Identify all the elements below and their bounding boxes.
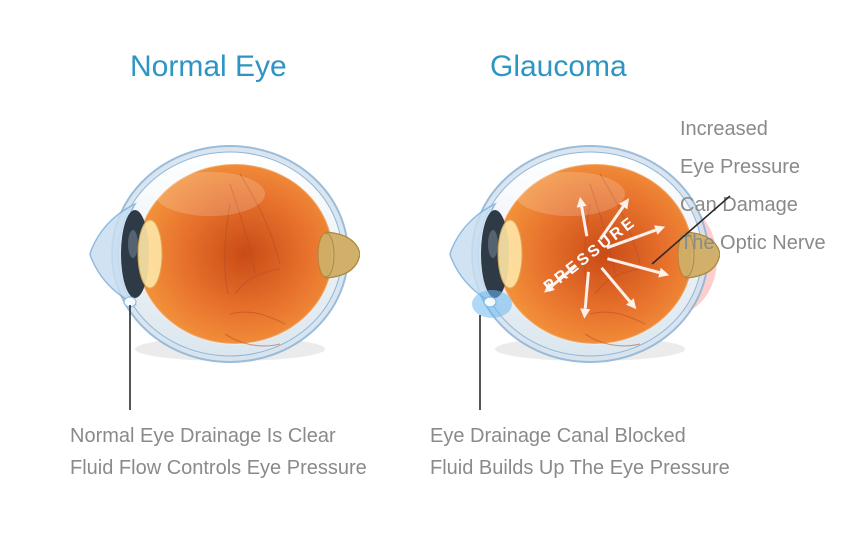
normal-eye-title: Normal Eye: [70, 50, 450, 84]
normal-caption-2: Fluid Flow Controls Eye Pressure: [70, 452, 410, 484]
side-line-1: Increased: [680, 110, 840, 148]
glaucoma-caption-1: Eye Drainage Canal Blocked: [430, 420, 770, 452]
side-line-2: Eye Pressure: [680, 148, 840, 186]
normal-eye-illustration: [80, 104, 360, 364]
normal-eye-panel: Normal Eye: [70, 50, 450, 364]
glaucoma-eye-title: Glaucoma: [430, 50, 810, 84]
glaucoma-eye-illustration: PRESSURE: [440, 104, 720, 364]
side-line-4: The Optic Nerve: [680, 224, 840, 262]
glaucoma-caption-2: Fluid Builds Up The Eye Pressure: [430, 452, 770, 484]
normal-caption-1: Normal Eye Drainage Is Clear: [70, 420, 410, 452]
glaucoma-caption: Eye Drainage Canal Blocked Fluid Builds …: [430, 420, 770, 484]
optic-nerve-callout: Increased Eye Pressure Can Damage The Op…: [680, 110, 840, 262]
side-line-3: Can Damage: [680, 186, 840, 224]
normal-caption: Normal Eye Drainage Is Clear Fluid Flow …: [70, 420, 410, 484]
